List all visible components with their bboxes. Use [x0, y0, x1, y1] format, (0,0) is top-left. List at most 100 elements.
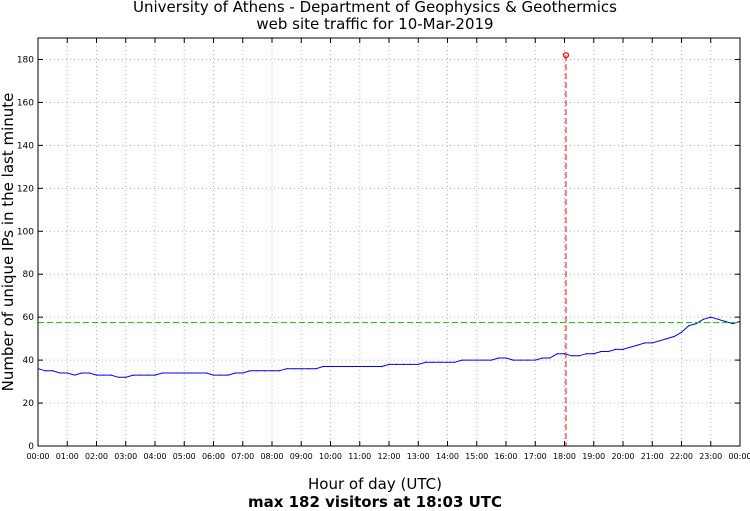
traffic-point	[308, 368, 310, 370]
traffic-point	[147, 374, 149, 376]
traffic-point	[74, 374, 76, 376]
traffic-point	[432, 361, 434, 363]
x-tick-label: 06:00	[202, 452, 225, 461]
y-tick-label: 60	[23, 313, 35, 323]
x-tick-label: 00:00	[26, 452, 49, 461]
traffic-point	[183, 372, 185, 374]
traffic-point	[702, 318, 705, 320]
traffic-point	[673, 335, 675, 338]
traffic-point	[622, 348, 624, 350]
traffic-point	[512, 359, 514, 361]
traffic-point	[344, 365, 346, 368]
traffic-point	[520, 359, 522, 361]
x-tick-label: 15:00	[465, 452, 488, 461]
x-tick-label: 23:00	[699, 452, 722, 461]
traffic-point	[644, 342, 646, 344]
y-tick-label: 180	[17, 55, 34, 65]
traffic-point	[278, 370, 280, 372]
series-layer	[37, 52, 741, 446]
x-tick-label: 20:00	[611, 452, 634, 461]
traffic-point	[351, 365, 353, 368]
traffic-point	[607, 350, 610, 353]
traffic-point	[388, 363, 390, 365]
traffic-point	[52, 370, 54, 372]
traffic-point	[651, 342, 653, 344]
traffic-point	[710, 316, 712, 318]
traffic-point	[483, 359, 485, 361]
traffic-point	[125, 376, 127, 378]
x-tick-label: 17:00	[524, 452, 547, 461]
x-tick-label: 09:00	[290, 452, 313, 461]
traffic-point	[337, 365, 339, 368]
x-tick-label: 07:00	[231, 452, 254, 461]
traffic-point	[249, 370, 251, 372]
traffic-point	[578, 355, 580, 357]
traffic-point	[322, 365, 324, 368]
traffic-point	[293, 368, 295, 370]
traffic-point	[563, 353, 566, 355]
x-tick-label: 18:00	[553, 452, 576, 461]
traffic-point	[585, 353, 588, 355]
grid	[38, 38, 740, 447]
x-tick-label: 02:00	[85, 452, 108, 461]
traffic-point	[103, 374, 105, 376]
traffic-point	[169, 372, 171, 374]
x-axis-label: Hour of day (UTC)	[308, 475, 442, 493]
traffic-point	[461, 359, 463, 361]
traffic-point	[139, 374, 141, 376]
x-tick-label: 04:00	[143, 452, 166, 461]
traffic-point	[212, 374, 215, 376]
y-tick-label: 140	[17, 141, 34, 151]
traffic-point	[454, 361, 456, 363]
traffic-point	[403, 363, 405, 365]
traffic-point	[717, 318, 719, 320]
y-tick-label: 100	[17, 227, 34, 237]
traffic-point	[724, 320, 727, 323]
traffic-point	[44, 370, 46, 372]
traffic-point	[549, 357, 551, 359]
x-tick-label: 14:00	[436, 452, 459, 461]
traffic-point	[176, 372, 178, 374]
traffic-point	[110, 374, 112, 376]
x-tick-label: 16:00	[494, 452, 517, 461]
x-tick-label: 08:00	[260, 452, 283, 461]
traffic-point	[373, 365, 375, 368]
x-tick-label: 13:00	[407, 452, 430, 461]
y-axis-label: Number of unique IPs in the last minute	[0, 93, 17, 392]
traffic-point	[59, 372, 61, 374]
x-tick-label: 11:00	[348, 452, 371, 461]
traffic-point	[205, 372, 207, 374]
x-tick-label: 19:00	[582, 452, 605, 461]
chart-title: University of Athens - Department of Geo…	[133, 0, 617, 16]
y-tick-label: 40	[23, 356, 35, 366]
traffic-point	[556, 353, 558, 355]
x-axis-note: max 182 visitors at 18:03 UTC	[247, 493, 503, 511]
axes: 0 20 40 60 80 100 120 140 160 180 00:00 01:00 02:00 0…	[17, 38, 750, 461]
x-tick-label: 00:00	[728, 452, 750, 461]
traffic-point	[498, 357, 500, 359]
y-tick-label: 20	[23, 399, 35, 409]
traffic-point	[439, 361, 441, 363]
traffic-point	[446, 361, 449, 363]
traffic-point	[542, 357, 544, 359]
max-marker-point	[562, 52, 570, 59]
traffic-point	[242, 372, 244, 374]
traffic-point	[381, 365, 383, 368]
traffic-point	[300, 368, 302, 370]
traffic-point	[395, 363, 397, 365]
y-tick-label: 120	[17, 184, 34, 194]
traffic-point	[227, 374, 229, 376]
chart-subtitle: web site traffic for 10-Mar-2019	[256, 15, 494, 33]
y-tick-label: 80	[23, 270, 35, 280]
traffic-point	[425, 361, 427, 363]
traffic-point	[593, 353, 595, 355]
traffic-point	[315, 368, 317, 370]
traffic-point	[732, 323, 734, 325]
x-tick-label: 01:00	[56, 452, 79, 461]
traffic-point	[329, 365, 332, 368]
traffic-point	[505, 357, 507, 359]
traffic-point	[410, 363, 412, 365]
traffic-point	[366, 365, 368, 368]
traffic-point	[417, 363, 419, 365]
